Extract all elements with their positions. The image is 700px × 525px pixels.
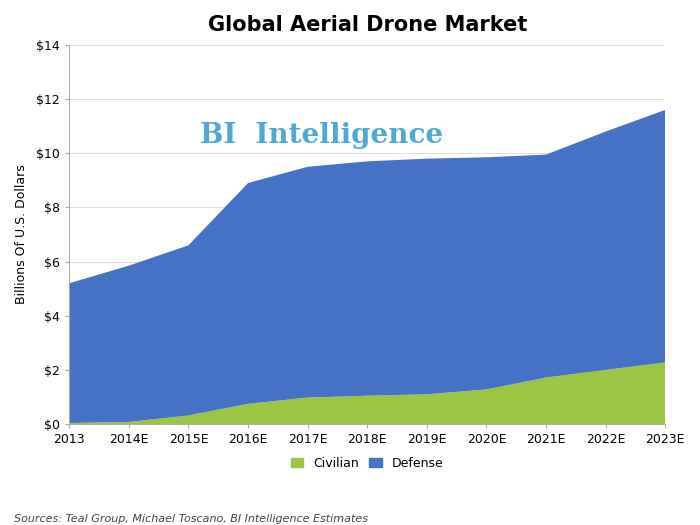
Text: BI  Intelligence: BI Intelligence xyxy=(200,122,444,150)
Legend: Civilian, Defense: Civilian, Defense xyxy=(286,452,449,475)
Text: Sources: Teal Group, Michael Toscano, BI Intelligence Estimates: Sources: Teal Group, Michael Toscano, BI… xyxy=(14,514,368,524)
Title: Global Aerial Drone Market: Global Aerial Drone Market xyxy=(208,15,527,35)
Y-axis label: Billions Of U.S. Dollars: Billions Of U.S. Dollars xyxy=(15,165,28,304)
